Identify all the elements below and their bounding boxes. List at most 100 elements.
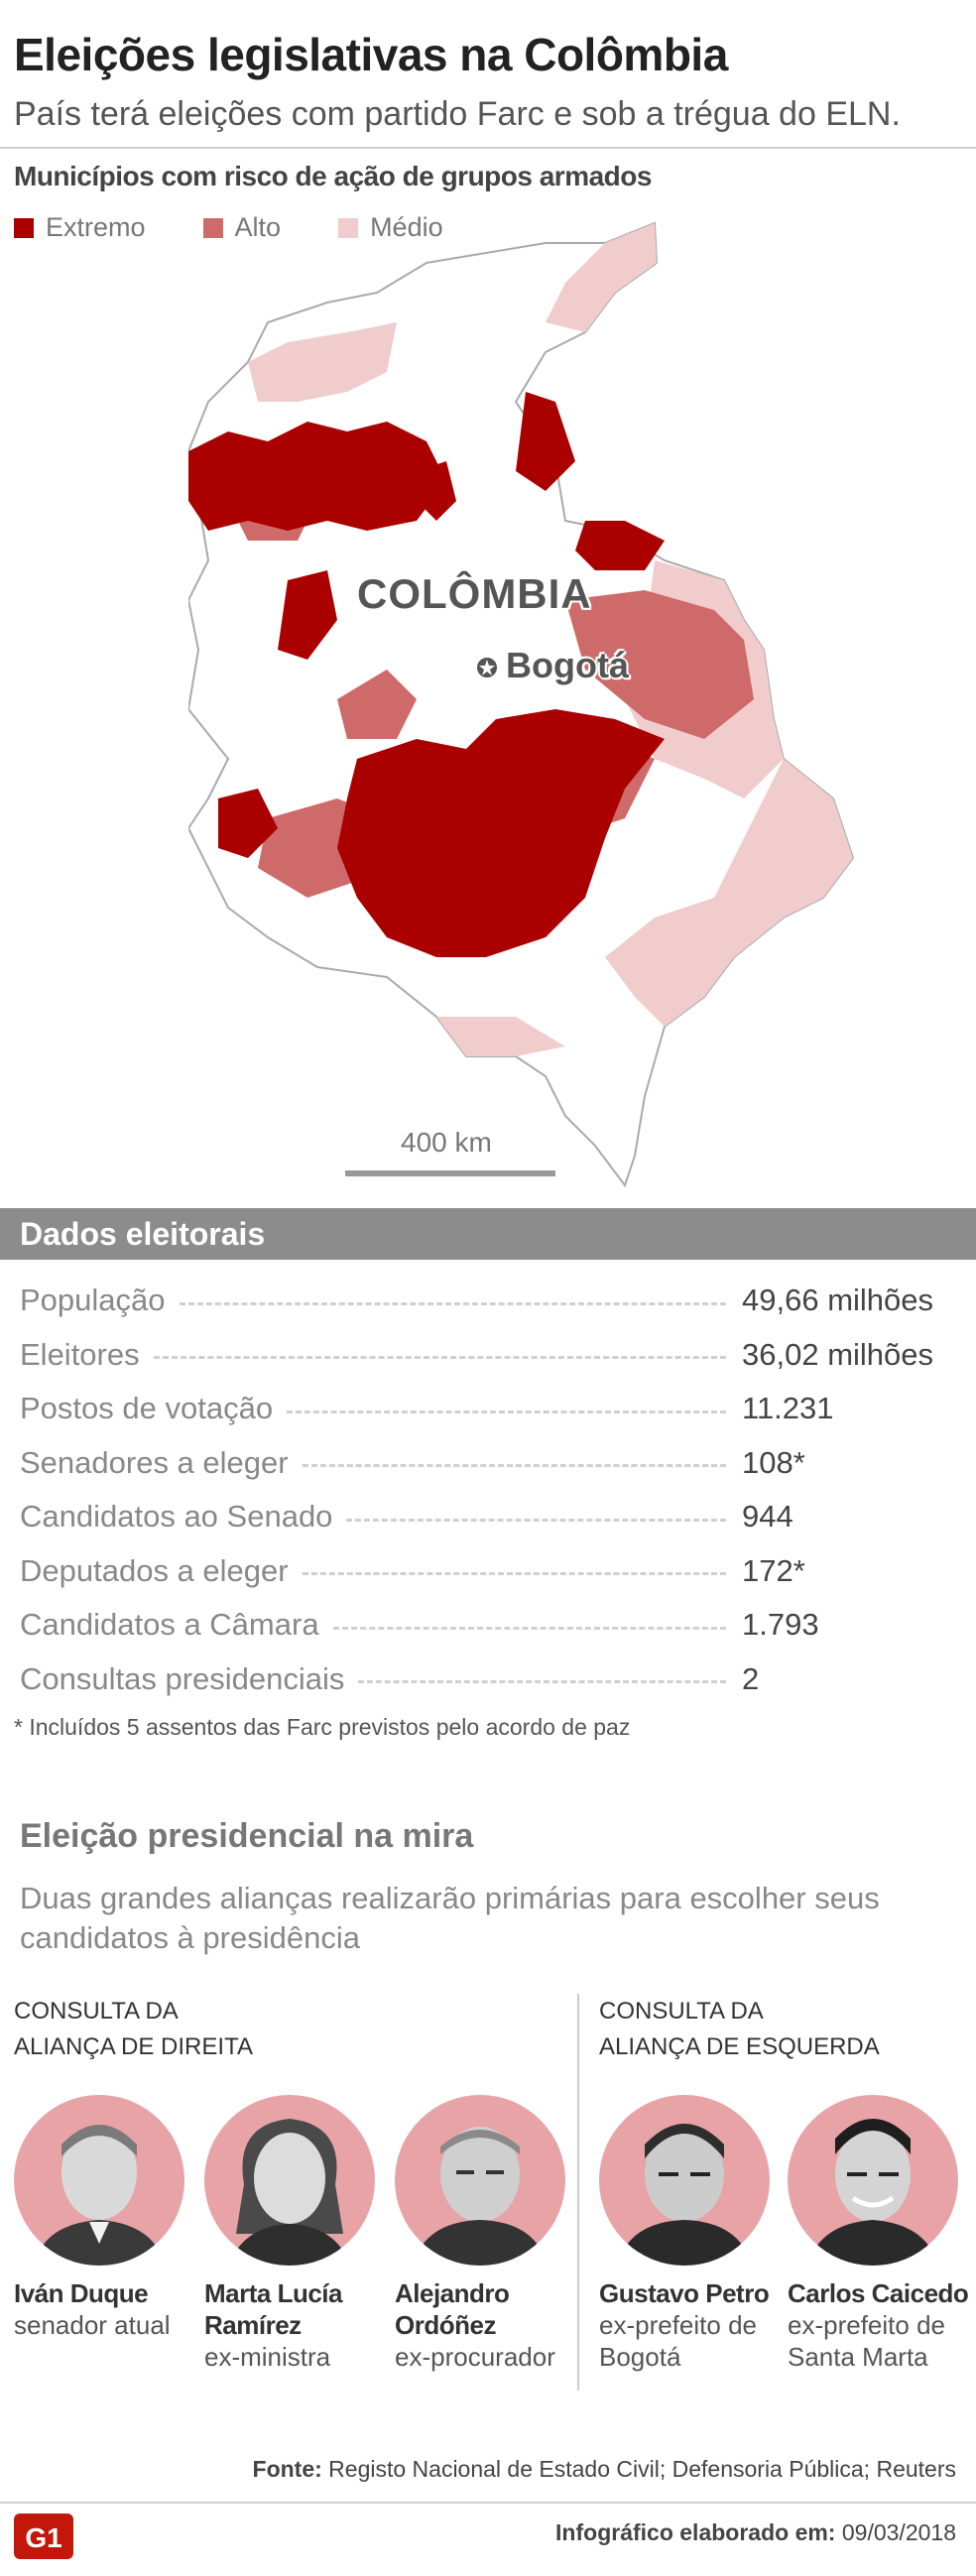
avatar: [599, 2095, 770, 2266]
region-medio: [436, 1017, 565, 1056]
credit-line: Infográfico elaborado em: 09/03/2018: [555, 2519, 956, 2546]
avatar: [204, 2095, 375, 2266]
region-medio: [605, 759, 853, 1027]
presidential-description: Duas grandes alianças realizarão primári…: [20, 1881, 880, 1955]
stat-value: 36,02 milhões: [742, 1336, 934, 1372]
page-subtitle: País terá eleições com partido Farc e so…: [14, 95, 901, 133]
region-medio: [248, 322, 397, 402]
region-extremo: [417, 461, 456, 521]
stat-label: Senadores a eleger: [20, 1444, 289, 1480]
legend-item-extremo: Extremo: [14, 212, 146, 243]
stats-section-title: Dados eleitorais: [20, 1216, 266, 1252]
stats-section-header: Dados eleitorais: [0, 1208, 976, 1260]
stat-row: Eleitores 36,02 milhões: [20, 1328, 956, 1383]
map-country-label: COLÔMBIA: [357, 570, 592, 617]
stat-row: Senadores a eleger 108*: [20, 1436, 956, 1491]
stat-value: 108*: [742, 1444, 805, 1480]
candidate-card-petro: Gustavo Petro ex-prefeito de Bogotá: [599, 2095, 788, 2373]
stat-value: 49,66 milhões: [742, 1283, 934, 1318]
region-extremo: [575, 521, 665, 570]
page-title: Eleições legislativas na Colômbia: [14, 29, 728, 80]
portrait-icon: [807, 2119, 938, 2266]
map-legend: Extremo Alto Médio: [14, 212, 501, 243]
legend-label: Médio: [370, 212, 443, 242]
stat-row: Postos de votação 11.231: [20, 1382, 956, 1436]
portrait-icon: [617, 2124, 752, 2266]
candidate-name: Gustavo Petro: [599, 2278, 770, 2308]
region-extremo: [218, 789, 278, 858]
candidate-role: senador atual: [14, 2310, 171, 2340]
stat-leader-dots: [302, 1464, 726, 1468]
candidate-name: Iván Duque: [14, 2278, 149, 2308]
colombia-risk-map: [188, 221, 855, 1188]
legend-label: Alto: [234, 212, 282, 242]
stat-row: Deputados a eleger 172*: [20, 1544, 956, 1599]
legend-item-medio: Médio: [338, 212, 443, 243]
stats-footnote: * Incluídos 5 assentos das Farc previsto…: [14, 1714, 631, 1740]
portrait-icon: [228, 2119, 351, 2266]
candidate-role: ex-procurador: [395, 2342, 555, 2372]
legend-swatch-extremo: [14, 217, 34, 238]
legend-swatch-medio: [338, 217, 359, 238]
stat-leader-dots: [358, 1680, 726, 1684]
stat-value: 1.793: [742, 1607, 819, 1643]
candidate-card-ordonez: Alejandro Ordóñez ex-procurador: [395, 2095, 583, 2373]
stat-value: 11.231: [742, 1391, 834, 1426]
stat-label: Candidatos a Câmara: [20, 1607, 319, 1643]
legend-label: Extremo: [46, 212, 146, 242]
stat-label: Eleitores: [20, 1336, 140, 1372]
region-extremo: [188, 422, 446, 531]
region-alto: [565, 590, 754, 739]
stats-list: População 49,66 milhões Eleitores 36,02 …: [20, 1274, 956, 1706]
stat-leader-dots: [346, 1518, 726, 1522]
footer-divider: [0, 2502, 976, 2504]
stat-value: 944: [742, 1499, 793, 1534]
stat-leader-dots: [332, 1626, 726, 1630]
stat-value: 2: [742, 1660, 760, 1696]
stat-label: Candidatos ao Senado: [20, 1499, 333, 1534]
legend-swatch-alto: [202, 217, 223, 238]
stat-leader-dots: [153, 1356, 726, 1360]
map-scale-bar: [345, 1170, 555, 1176]
stat-value: 172*: [742, 1552, 805, 1588]
stat-label: Postos de votação: [20, 1391, 274, 1426]
portrait-icon: [413, 2127, 548, 2266]
candidate-role: ex-prefeito de Bogotá: [599, 2310, 757, 2372]
candidate-role: ex-prefeito de Santa Marta: [788, 2310, 945, 2372]
source-text: Registo Nacional de Estado Civil; Defens…: [328, 2456, 956, 2482]
stat-row: População 49,66 milhões: [20, 1274, 956, 1328]
coalition-title-line: Consulta da: [14, 1998, 179, 2024]
stat-row: Candidatos a Câmara 1.793: [20, 1598, 956, 1653]
region-extremo: [516, 392, 575, 491]
candidate-card-caicedo: Carlos Caicedo ex-prefeito de Santa Mart…: [788, 2095, 976, 2373]
region-medio: [546, 223, 657, 332]
legend-item-alto: Alto: [202, 212, 282, 243]
coalition-divider: [577, 1994, 579, 2391]
coalition-title-line: aliança de esquerda: [599, 2033, 880, 2060]
stat-row: Candidatos ao Senado 944: [20, 1490, 956, 1544]
avatar: [14, 2095, 184, 2266]
stat-label: População: [20, 1283, 166, 1318]
g1-logo-icon: G1: [14, 2514, 73, 2559]
candidate-name: Alejandro Ordóñez: [395, 2278, 510, 2340]
region-extremo: [278, 570, 337, 660]
presidential-title: Eleição presidencial na mira: [20, 1817, 474, 1855]
avatar: [788, 2095, 958, 2266]
stat-row: Consultas presidenciais 2: [20, 1653, 956, 1707]
left-coalition-title: Consulta da aliança de esquerda: [599, 1994, 880, 2065]
stat-leader-dots: [179, 1301, 726, 1305]
capital-star-icon: [475, 656, 499, 679]
source-line: Fonte: Registo Nacional de Estado Civil;…: [253, 2456, 956, 2483]
credit-label: Infográfico elaborado em:: [555, 2519, 836, 2545]
credit-date: 09/03/2018: [841, 2519, 956, 2545]
coalition-title-line: Consulta da: [599, 1998, 764, 2024]
stat-label: Consultas presidenciais: [20, 1660, 345, 1696]
candidate-name: Carlos Caicedo: [788, 2278, 969, 2308]
candidate-name: Marta Lucía Ramírez: [204, 2278, 343, 2340]
stat-leader-dots: [287, 1410, 726, 1413]
coalition-title-line: aliança de direita: [14, 2033, 253, 2060]
region-alto: [337, 670, 417, 739]
avatar: [395, 2095, 565, 2266]
candidate-card-duque: Iván Duque senador atual: [14, 2095, 202, 2341]
map-title: Municípios com risco de ação de grupos a…: [14, 161, 652, 191]
